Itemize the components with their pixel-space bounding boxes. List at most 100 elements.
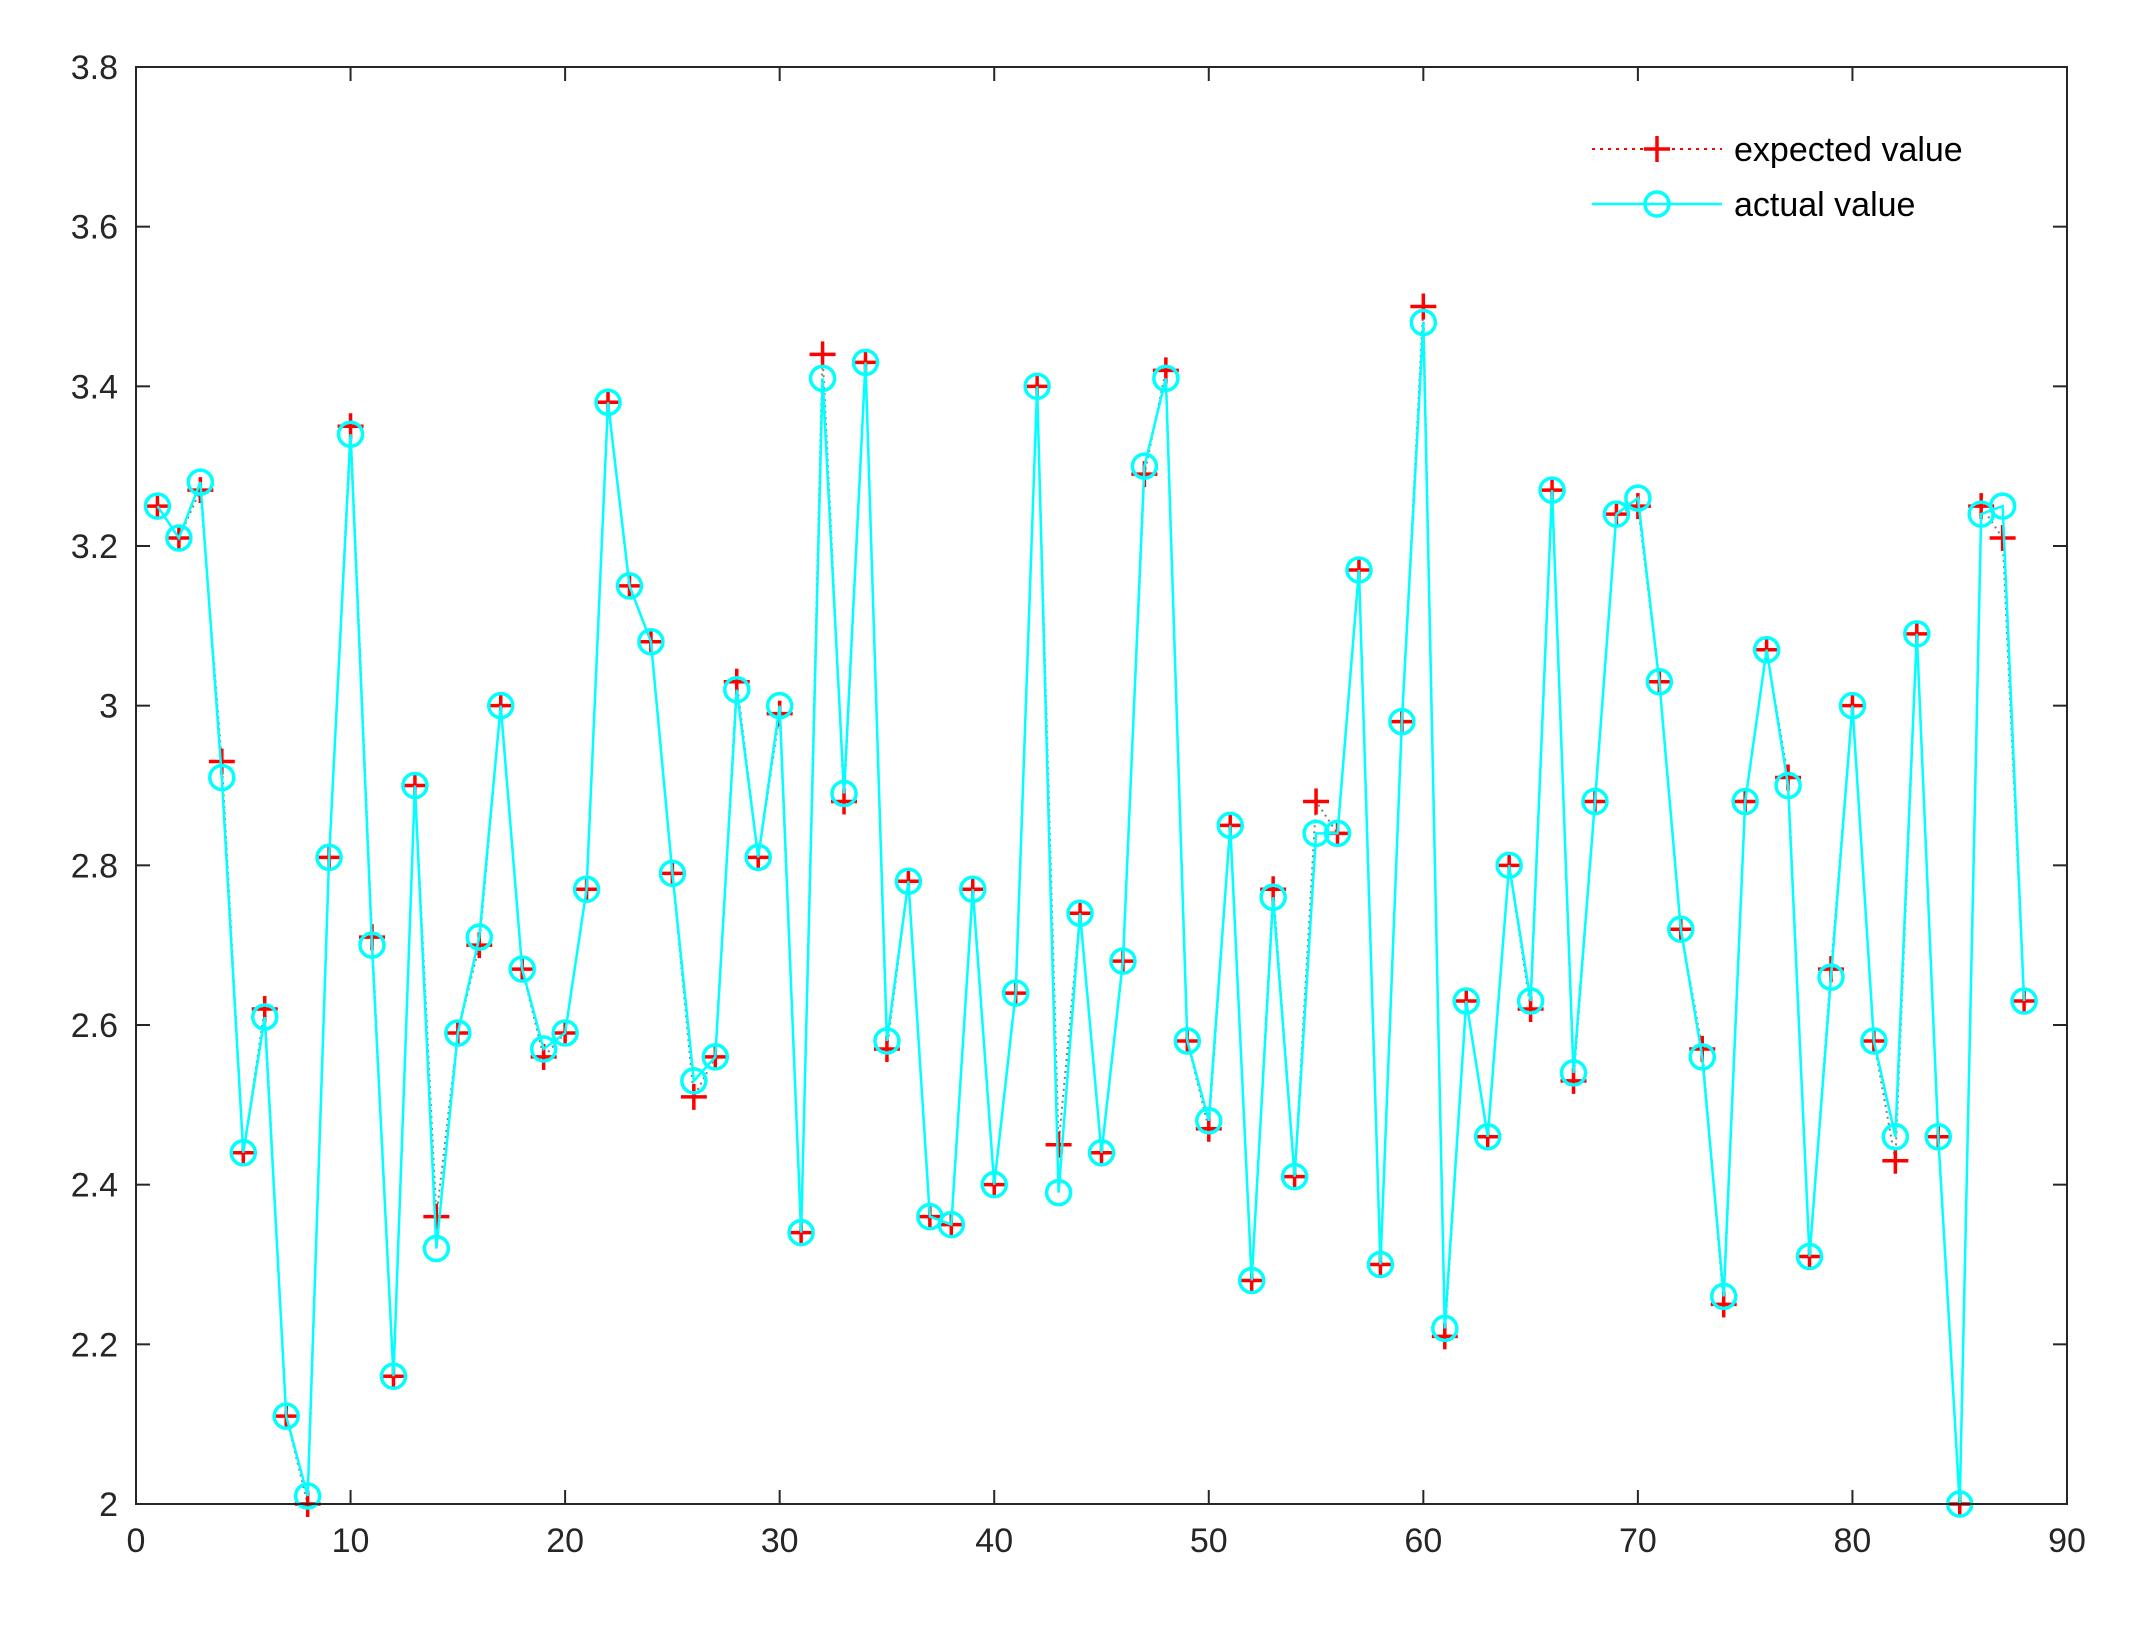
actual-value-point <box>637 628 665 656</box>
actual-value-point <box>1259 883 1287 912</box>
actual-value-point <box>379 1362 408 1391</box>
actual-value-point <box>315 843 343 872</box>
x-tick-label: 0 <box>127 1522 146 1560</box>
actual-value-point <box>744 843 772 872</box>
actual-value-point <box>186 468 215 496</box>
y-tick-label: 2.2 <box>71 1326 118 1364</box>
actual-value-point <box>1044 1178 1073 1207</box>
y-tick-label: 2.6 <box>71 1007 118 1045</box>
actual-value-point <box>787 1218 815 1247</box>
legend-label-actual-value: actual value <box>1734 186 1915 224</box>
actual-value-point <box>1066 899 1094 927</box>
actual-value-point <box>1538 476 1566 504</box>
y-tick-label: 2.4 <box>71 1167 118 1205</box>
actual-value-point <box>680 1067 708 1095</box>
actual-value-point <box>1752 636 1781 664</box>
y-tick-label: 3.6 <box>71 209 118 247</box>
actual-value-point <box>165 524 193 552</box>
y-tick-label: 3.2 <box>71 528 118 566</box>
actual-value-point <box>422 1234 451 1263</box>
series-line-actual-value <box>156 322 2026 1505</box>
x-tick-label: 80 <box>1834 1522 1872 1560</box>
expected-value-point <box>680 1083 707 1110</box>
actual-value-point <box>1130 452 1159 480</box>
actual-value-point <box>1109 947 1137 975</box>
x-tick-label: 50 <box>1190 1522 1228 1560</box>
actual-value-point <box>1152 364 1180 393</box>
actual-value-point <box>293 1482 322 1510</box>
actual-value-point <box>1237 1266 1266 1295</box>
actual-value-point <box>486 691 515 720</box>
actual-value-point <box>250 1003 279 1031</box>
actual-value-point <box>937 1210 966 1239</box>
actual-value-point <box>980 1170 1008 1199</box>
x-tick-label: 30 <box>761 1522 799 1560</box>
actual-value-point <box>808 364 837 393</box>
y-tick-label: 3 <box>99 688 118 726</box>
actual-value-point <box>1645 667 1674 696</box>
actual-value-point <box>1216 811 1244 840</box>
actual-value-point <box>444 1019 472 1047</box>
actual-value-point <box>1709 1282 1738 1311</box>
legend-expected-marker <box>1644 136 1670 162</box>
actual-value-point <box>1473 1123 1502 1151</box>
x-tick-label: 10 <box>332 1522 370 1560</box>
actual-value-point <box>1881 1123 1910 1151</box>
actual-value-point <box>1924 1123 1953 1151</box>
actual-value-point <box>615 572 644 600</box>
actual-value-point <box>851 348 880 377</box>
actual-value-point <box>529 1035 558 1063</box>
tick-labels: 0 10 20 30 40 50 60 70 80 90 2 2.2 2.4 2.6 2.8 3 3.2 3.4 3… <box>71 49 2086 1560</box>
actual-value-point <box>1774 771 1802 800</box>
actual-value-point <box>658 859 687 888</box>
actual-value-point <box>873 1027 901 1055</box>
legend: expected value actual value <box>1592 131 1963 224</box>
actual-value-point <box>508 955 536 983</box>
actual-value-point <box>765 691 794 720</box>
y-tick-label: 2 <box>99 1486 118 1524</box>
actual-value-point <box>1817 963 1845 991</box>
plot-frame <box>135 66 2068 1505</box>
actual-value-point <box>572 875 601 904</box>
actual-value-point <box>1624 484 1652 512</box>
x-tick-label: 60 <box>1404 1522 1442 1560</box>
legend-actual-marker <box>1643 190 1671 218</box>
expected-value-point <box>1882 1147 1909 1174</box>
actual-value-point <box>1280 1162 1309 1191</box>
actual-value-point <box>551 1019 579 1047</box>
legend-item-expected-value: expected value <box>1592 131 1963 169</box>
x-tick-label: 70 <box>1619 1522 1657 1560</box>
actual-value-point <box>401 771 429 800</box>
actual-value-point <box>1023 372 1051 401</box>
actual-value-point <box>2010 987 2038 1015</box>
actual-value-point <box>1559 1059 1588 1087</box>
actual-value-point <box>1903 620 1931 648</box>
actual-value-point <box>358 931 386 959</box>
y-tick-label: 2.8 <box>71 847 118 885</box>
actual-value-point <box>1345 556 1373 584</box>
actual-value-point <box>1602 500 1631 528</box>
actual-value-point <box>1173 1027 1202 1055</box>
actual-value-point <box>1581 787 1609 816</box>
actual-value-point <box>894 867 923 896</box>
actual-value-point <box>959 875 987 904</box>
x-tick-label: 40 <box>975 1522 1013 1560</box>
actual-value-point <box>1388 707 1416 736</box>
actual-value-point <box>830 779 858 808</box>
actual-value-point <box>1495 851 1523 880</box>
expected-value-point <box>1410 293 1437 320</box>
actual-value-point <box>1516 987 1545 1015</box>
legend-label-expected-value: expected value <box>1734 131 1963 169</box>
x-tick-label: 90 <box>2048 1522 2086 1560</box>
legend-item-actual-value: actual value <box>1592 186 1915 224</box>
actual-value-point <box>1988 492 2017 520</box>
actual-value-point <box>1366 1250 1395 1279</box>
actual-value-point <box>1667 915 1695 943</box>
actual-value-point <box>1195 1107 1223 1135</box>
actual-value-point <box>1302 819 1330 848</box>
actual-value-point <box>1688 1043 1717 1071</box>
y-tick-label: 3.4 <box>71 368 118 406</box>
plot-background <box>136 67 2067 1504</box>
